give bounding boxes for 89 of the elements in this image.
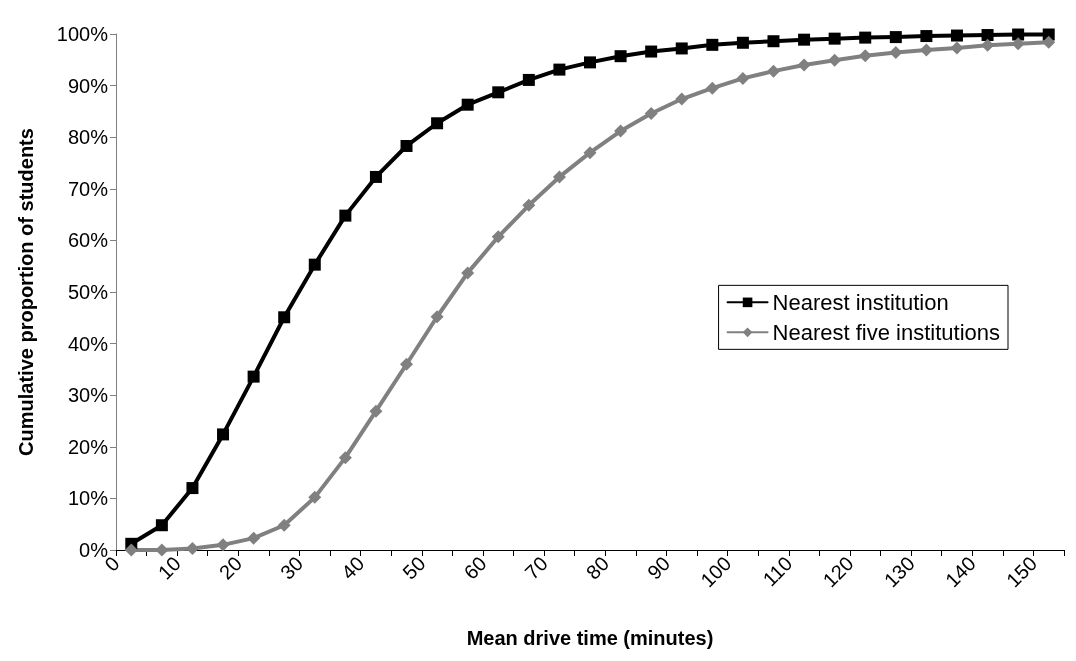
point [705, 81, 719, 95]
point [766, 64, 780, 78]
point [798, 33, 811, 46]
x-tick-label: 120 [818, 552, 858, 592]
point [583, 146, 597, 160]
point [431, 117, 444, 130]
point [308, 490, 322, 504]
point [277, 518, 291, 532]
x-tick-label: 10 [153, 552, 185, 584]
point [522, 198, 536, 212]
y-tick-label: 80% [67, 126, 109, 149]
point [338, 451, 352, 465]
y-axis-title: Cumulative proportion of students [15, 128, 37, 456]
point [889, 31, 902, 44]
point [736, 71, 750, 85]
point [522, 73, 535, 86]
point [491, 230, 505, 244]
point [675, 92, 689, 106]
point [155, 543, 169, 557]
x-tick-label: 90 [642, 552, 675, 584]
point [217, 428, 230, 441]
x-tick-label: 80 [581, 552, 614, 584]
point [614, 50, 627, 63]
y-tick-label: 20% [67, 435, 109, 458]
y-tick-label: 90% [67, 74, 109, 97]
point [247, 531, 261, 545]
point [369, 404, 383, 418]
y-tick-label: 30% [67, 384, 109, 407]
point [461, 266, 475, 280]
point [216, 538, 230, 552]
y-tick-label: 100% [56, 23, 109, 45]
point [369, 170, 382, 183]
point [920, 30, 933, 43]
y-tick-label: 50% [67, 281, 109, 303]
point [400, 357, 414, 371]
point [155, 519, 168, 532]
point [950, 29, 963, 42]
point [614, 124, 628, 138]
point [308, 258, 321, 271]
point [675, 42, 688, 55]
point [430, 310, 444, 324]
point [828, 53, 842, 67]
point [1012, 28, 1025, 41]
x-tick-label: 40 [337, 552, 369, 584]
point [1011, 37, 1025, 51]
point [492, 86, 505, 99]
point [552, 170, 566, 184]
point [767, 35, 780, 48]
point [981, 29, 994, 42]
y-tick-label: 10% [67, 487, 109, 510]
point [461, 98, 474, 111]
point [706, 38, 719, 51]
x-tick-label: 20 [214, 552, 247, 584]
point [889, 46, 903, 60]
x-tick-label: 140 [940, 552, 981, 592]
x-tick-label: 70 [520, 552, 552, 584]
point [339, 209, 352, 222]
x-tick-label: 150 [1002, 552, 1042, 592]
point [645, 45, 658, 58]
point [859, 31, 872, 44]
point [1042, 35, 1056, 49]
x-tick-label: 60 [459, 552, 491, 584]
x-tick-label: 130 [879, 552, 919, 592]
x-tick-label: 100 [696, 552, 736, 592]
point [185, 541, 199, 555]
x-tick-label: 50 [398, 552, 430, 584]
legend-label: Nearest five institutions [772, 319, 1000, 345]
point [124, 543, 138, 557]
point [186, 482, 199, 495]
x-tick-label: 110 [758, 552, 797, 591]
point [400, 139, 413, 152]
point [981, 38, 995, 52]
y-tick-label: 60% [67, 229, 109, 252]
point [553, 63, 566, 76]
legend-label: Nearest institution [772, 289, 949, 315]
point [736, 36, 749, 49]
x-axis-title: Mean drive time (minutes) [466, 627, 714, 649]
point [278, 311, 291, 324]
y-tick-label: 40% [67, 332, 109, 355]
point [247, 370, 260, 383]
point [644, 106, 658, 120]
point [858, 49, 872, 63]
x-tick-label: 30 [275, 552, 308, 584]
point [919, 43, 933, 57]
point [797, 58, 811, 72]
point [584, 56, 596, 69]
y-tick-label: 70% [67, 177, 109, 200]
point [950, 41, 964, 55]
point [828, 32, 841, 45]
